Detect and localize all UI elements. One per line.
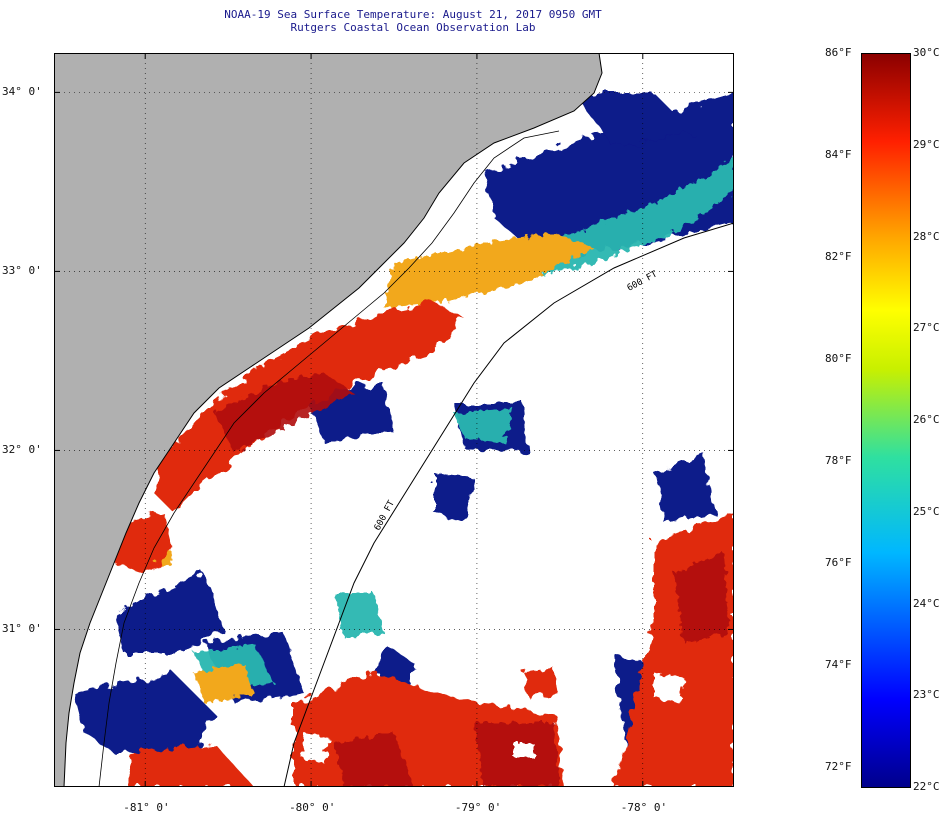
longitude-tick-label: -80° 0': [289, 801, 336, 814]
colorbar-fahrenheit-label: 76°F: [825, 555, 852, 569]
colorbar-celsius-label: 26°C: [913, 413, 940, 426]
colorbar-celsius-label: 22°C: [913, 780, 940, 793]
colorbar: [861, 53, 911, 788]
colorbar-celsius-label: 24°C: [913, 596, 940, 610]
latitude-tick-label: 34° 0': [2, 85, 42, 99]
sst-map: 600 FT 600 FT: [54, 53, 734, 787]
longitude-tick-label: -81° 0': [123, 801, 170, 814]
colorbar-fahrenheit-label: 84°F: [825, 147, 852, 161]
sst-field: [74, 71, 734, 787]
latitude-tick-label: 33° 0': [2, 264, 42, 278]
chart-title: NOAA-19 Sea Surface Temperature: August …: [224, 8, 602, 21]
latitude-tick-label: 31° 0': [2, 622, 42, 636]
colorbar-fahrenheit-label: 82°F: [825, 249, 852, 263]
colorbar-fahrenheit-label: 78°F: [825, 453, 852, 467]
longitude-tick-label: -79° 0': [454, 801, 502, 814]
axis-ticks: [54, 53, 734, 787]
colorbar-celsius-label: 23°C: [913, 688, 940, 702]
mid-shelf-contour: [98, 130, 560, 787]
isobath-600ft: [283, 222, 734, 787]
colorbar-fahrenheit-label: 80°F: [825, 351, 852, 365]
colorbar-celsius-label: 30°C: [913, 46, 940, 59]
colorbar-celsius-label: 29°C: [913, 137, 940, 151]
longitude-tick-label: -78° 0': [620, 801, 668, 814]
land: [54, 53, 602, 787]
colorbar-celsius-label: 27°C: [913, 321, 940, 335]
latitude-tick-label: 32° 0': [2, 443, 42, 457]
map-frame: [54, 53, 734, 787]
chart-subtitle: Rutgers Coastal Ocean Observation Lab: [290, 21, 536, 34]
colorbar-celsius-label: 25°C: [913, 504, 940, 518]
colorbar-gradient: [861, 53, 911, 788]
colorbar-fahrenheit-label: 72°F: [825, 759, 852, 773]
graticule: [54, 53, 734, 787]
colorbar-fahrenheit-label: 74°F: [825, 657, 852, 671]
colorbar-fahrenheit-label: 86°F: [825, 46, 852, 59]
coastline: [63, 53, 603, 787]
colorbar-celsius-label: 28°C: [913, 229, 940, 243]
